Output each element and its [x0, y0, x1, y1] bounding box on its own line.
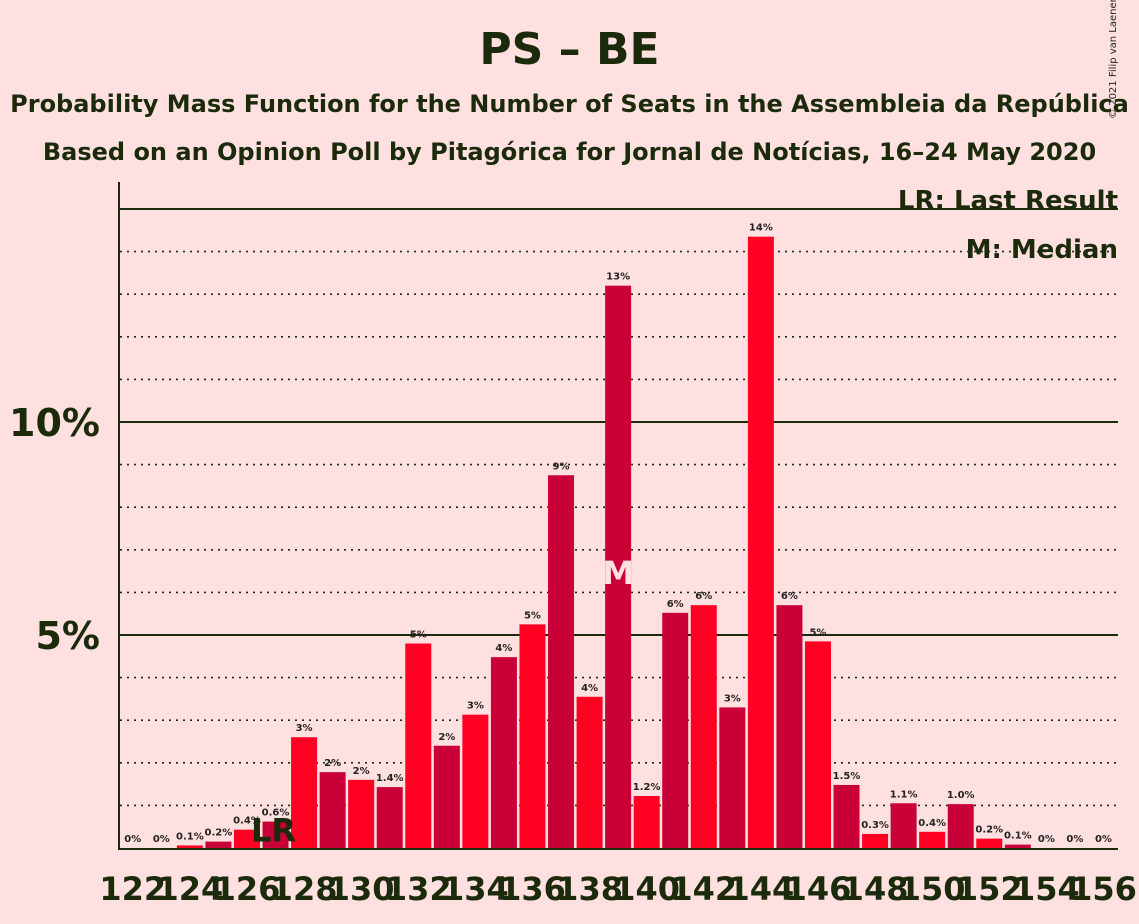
data-label-129: 2% [324, 758, 341, 769]
bars [176, 236, 1031, 848]
data-label-149: 1.1% [890, 789, 918, 800]
bar-138 [576, 696, 603, 848]
bar-140 [633, 796, 660, 848]
x-tick-label: 146 [785, 870, 852, 908]
x-tick-label: 148 [842, 870, 909, 908]
bar-131 [376, 787, 403, 848]
chart-subtitle-source: Based on an Opinion Poll by Pitagórica f… [42, 138, 1097, 166]
x-tick-label: 142 [670, 870, 737, 908]
data-label-140: 1.2% [633, 782, 661, 793]
legend-last-result: LR: Last Result [898, 186, 1118, 216]
x-tick-label: 132 [385, 870, 452, 908]
data-label-141: 6% [667, 599, 684, 610]
data-label-122: 0% [124, 834, 141, 845]
x-axis: 1221241261281301321341361381401421441461… [99, 870, 1136, 908]
bar-128 [291, 737, 318, 848]
bar-136 [519, 624, 546, 848]
bar-151 [947, 804, 974, 848]
data-label-146: 5% [809, 627, 826, 638]
bar-141 [662, 612, 689, 848]
bar-143 [719, 707, 746, 848]
data-label-123: 0% [153, 834, 170, 845]
legend-median: M: Median [966, 235, 1118, 265]
chart-title: PS – BE [479, 24, 660, 75]
bar-130 [348, 779, 375, 848]
data-label-138: 4% [581, 683, 598, 694]
y-axis: 5% 10% [9, 182, 1118, 850]
x-tick-label: 154 [1013, 870, 1080, 908]
x-tick-label: 122 [99, 870, 166, 908]
data-label-134: 3% [467, 701, 484, 712]
bar-146 [804, 641, 831, 848]
bar-129 [319, 772, 346, 848]
median-marker: M [602, 554, 634, 592]
bar-133 [433, 745, 460, 848]
data-label-125: 0.2% [205, 828, 233, 839]
data-label-130: 2% [353, 766, 370, 777]
x-tick-label: 144 [727, 870, 794, 908]
bar-142 [690, 605, 717, 848]
bar-145 [776, 605, 803, 848]
data-label-136: 5% [524, 610, 541, 621]
data-label-155: 0% [1066, 834, 1083, 845]
data-label-132: 5% [410, 630, 427, 641]
data-label-142: 6% [695, 591, 712, 602]
bar-134 [462, 714, 489, 848]
data-label-126: 0.4% [233, 816, 261, 827]
x-tick-label: 124 [156, 870, 223, 908]
data-labels: 0% 0% 0.1% 0.2%0.4%0.6%3%2%2%1.4%5%2%3%4%5%… [124, 223, 1112, 845]
data-label-139: 13% [606, 272, 630, 283]
x-tick-label: 130 [328, 870, 395, 908]
data-label-145: 6% [781, 591, 798, 602]
data-label-147: 1.5% [833, 771, 861, 782]
data-label-124: 0.1% [176, 831, 204, 842]
data-label-143: 3% [724, 693, 741, 704]
y-tick-label: 5% [35, 614, 100, 658]
data-label-133: 2% [438, 732, 455, 743]
x-tick-label: 134 [442, 870, 509, 908]
bar-148 [862, 833, 889, 848]
data-label-135: 4% [495, 643, 512, 654]
x-tick-label: 138 [556, 870, 623, 908]
data-label-131: 1.4% [376, 773, 404, 784]
data-label-156: 0% [1095, 834, 1112, 845]
data-label-150: 0.4% [918, 818, 946, 829]
data-label-151: 1.0% [947, 790, 975, 801]
data-label-137: 9% [553, 461, 570, 472]
bar-150 [919, 831, 946, 848]
x-tick-label: 140 [613, 870, 680, 908]
bar-127 [262, 821, 289, 848]
data-label-148: 0.3% [861, 820, 889, 831]
data-label-128: 3% [296, 723, 313, 734]
x-tick-label: 136 [499, 870, 566, 908]
bar-139 [605, 285, 632, 848]
chart-subtitle-poll-type: Probability Mass Function for the Number… [10, 90, 1129, 118]
bar-124 [176, 845, 203, 848]
x-tick-label: 156 [1070, 870, 1137, 908]
bar-152 [976, 838, 1003, 848]
y-tick-label: 10% [9, 401, 100, 445]
data-label-153: 0.1% [1004, 831, 1032, 842]
x-tick-label: 152 [956, 870, 1023, 908]
bar-135 [490, 657, 517, 848]
data-label-154: 0% [1038, 834, 1055, 845]
x-tick-label: 126 [214, 870, 281, 908]
bar-137 [548, 475, 575, 848]
bar-153 [1004, 844, 1031, 848]
bar-126 [233, 829, 260, 848]
markers: LR M [251, 554, 634, 850]
bar-125 [205, 841, 232, 848]
data-label-144: 14% [749, 223, 773, 234]
x-tick-label: 128 [271, 870, 338, 908]
bar-144 [747, 236, 774, 848]
bar-132 [405, 643, 432, 848]
data-label-152: 0.2% [975, 825, 1003, 836]
bar-147 [833, 784, 860, 848]
data-label-127: 0.6% [262, 808, 290, 819]
last-result-marker: LR [251, 812, 296, 850]
bar-149 [890, 803, 917, 848]
x-tick-label: 150 [899, 870, 966, 908]
